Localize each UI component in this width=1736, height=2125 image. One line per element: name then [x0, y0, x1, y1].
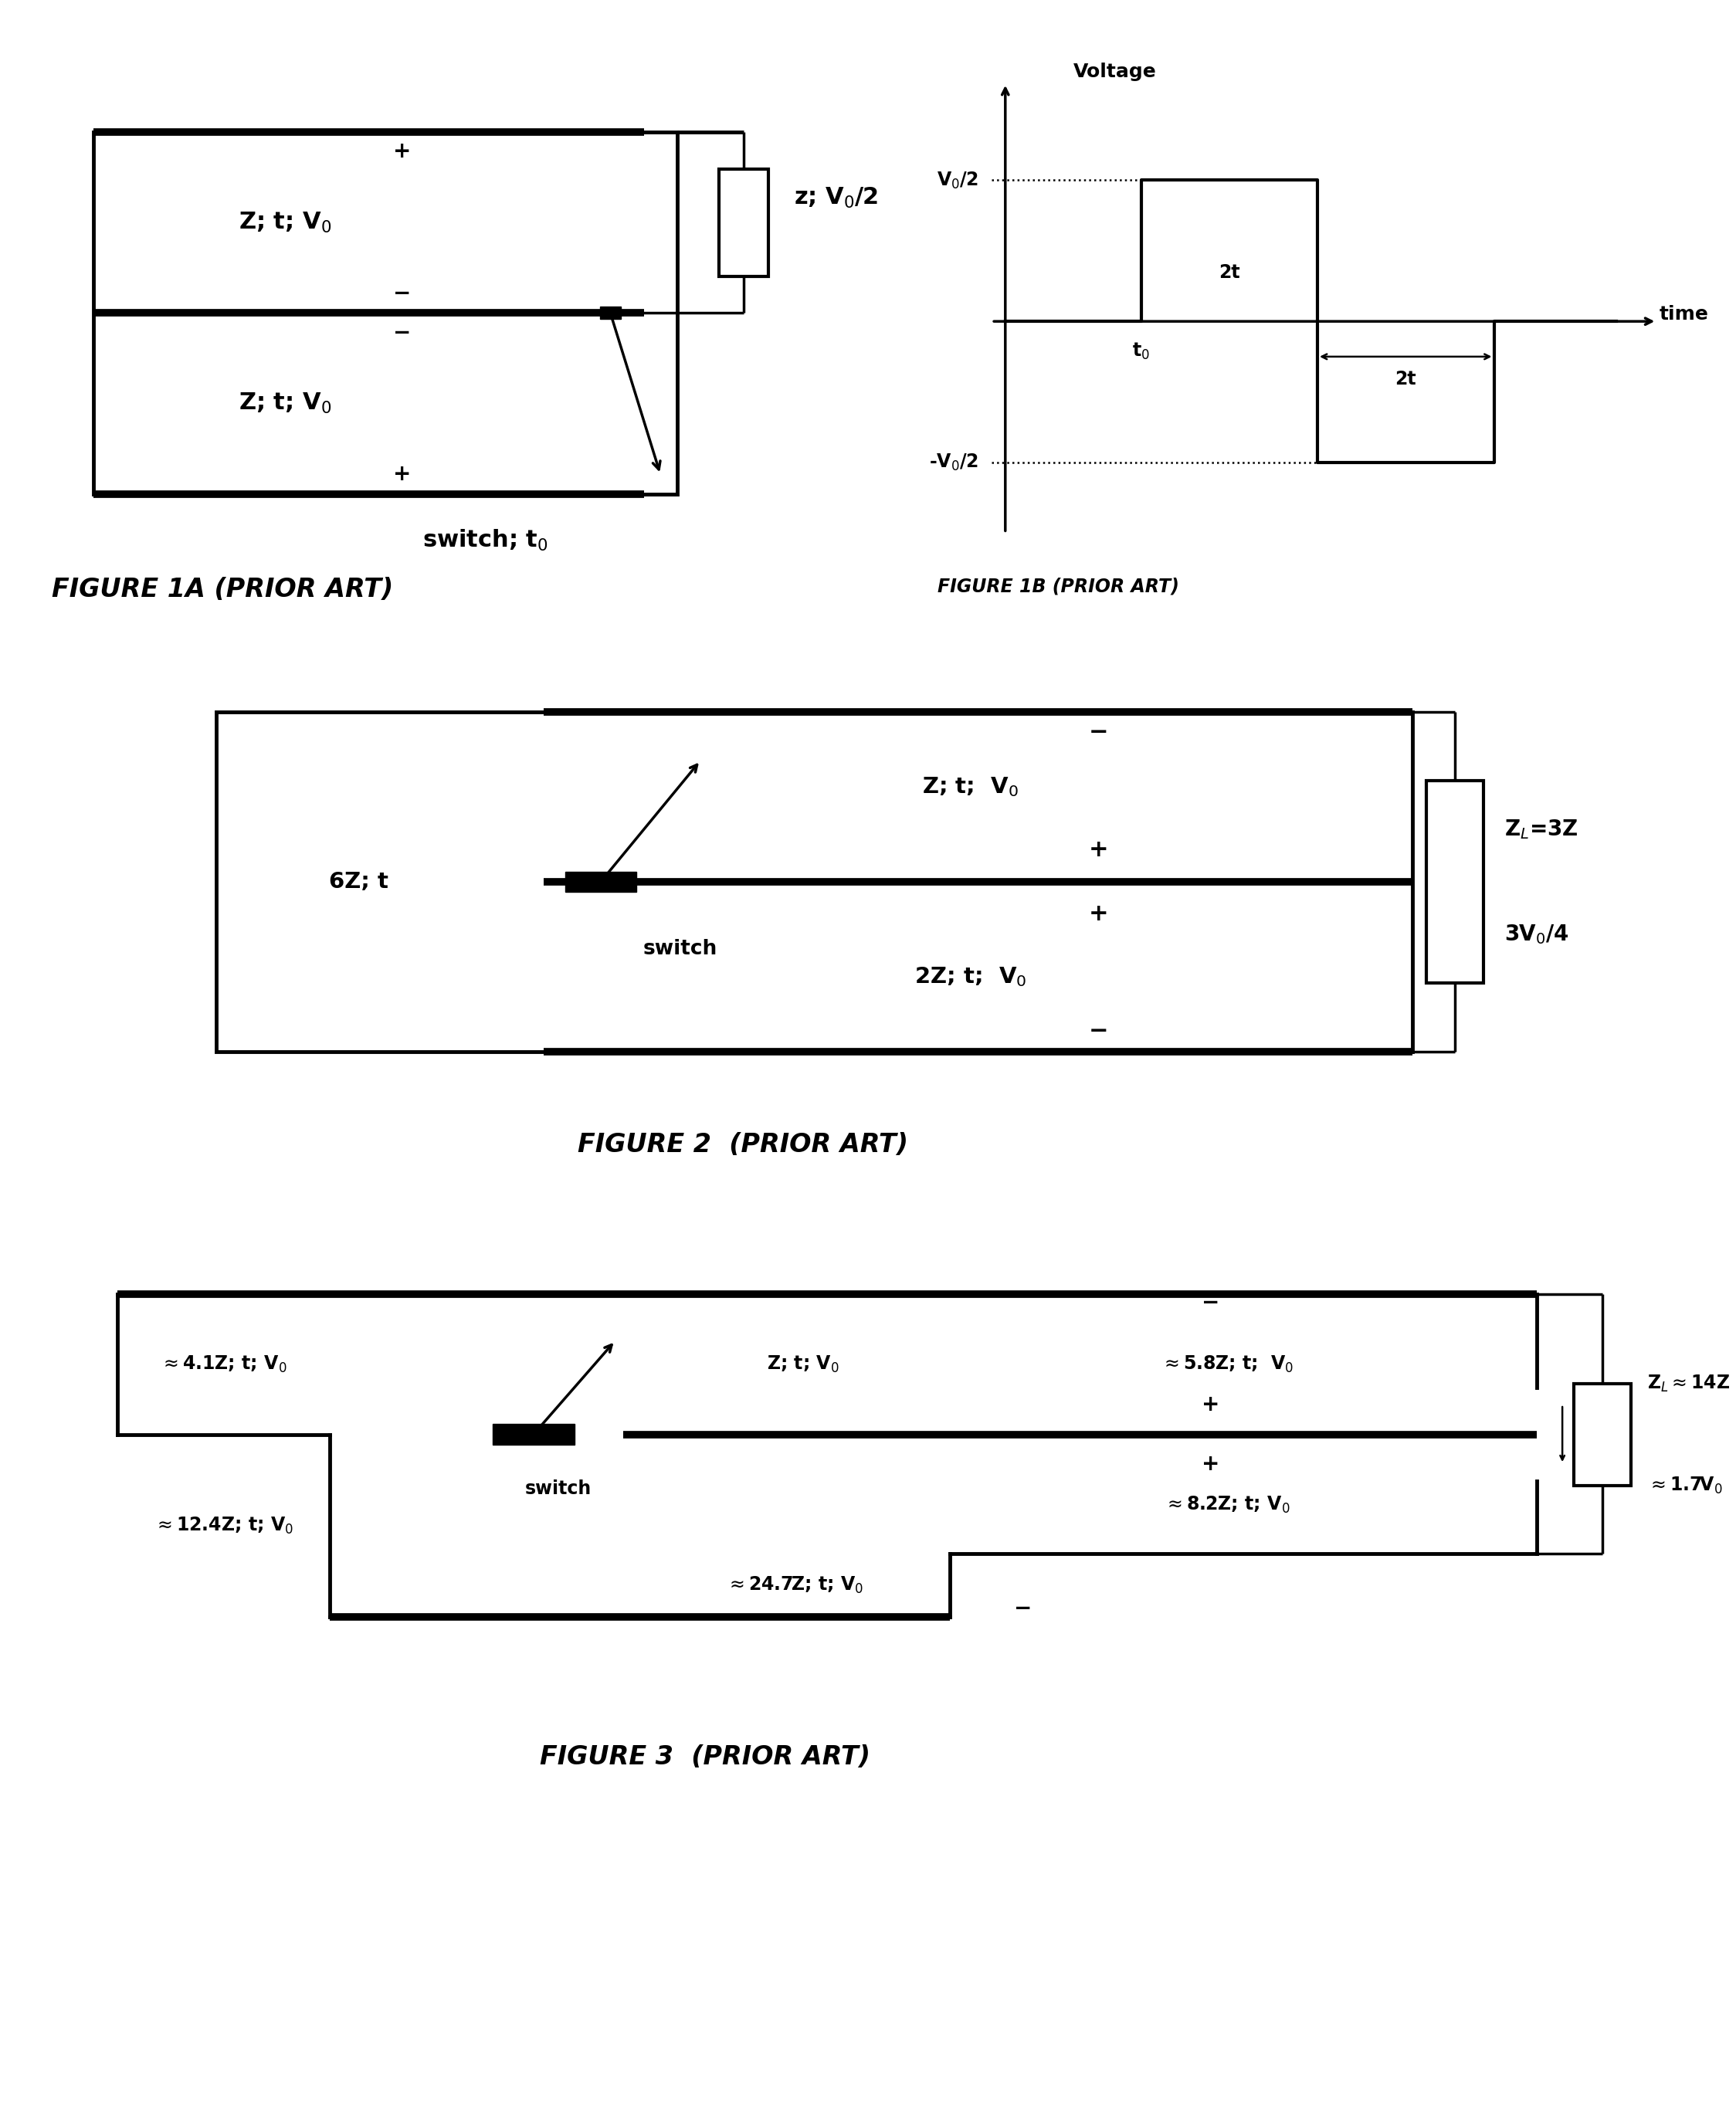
- Bar: [1427, 782, 1483, 982]
- Bar: [217, 712, 1411, 1052]
- Text: FIGURE 1A (PRIOR ART): FIGURE 1A (PRIOR ART): [52, 576, 394, 601]
- Text: Z; t; V$_0$: Z; t; V$_0$: [767, 1354, 838, 1375]
- Text: time: time: [1660, 306, 1708, 323]
- Text: +: +: [392, 463, 411, 484]
- Text: switch: switch: [526, 1479, 592, 1498]
- Text: Z; t;  V$_0$: Z; t; V$_0$: [922, 776, 1019, 799]
- Bar: [601, 306, 621, 319]
- Text: $\approx$1.7V$_0$: $\approx$1.7V$_0$: [1647, 1475, 1722, 1496]
- Bar: [493, 1424, 575, 1445]
- Text: -V$_0$/2: -V$_0$/2: [929, 453, 977, 472]
- Text: z; V$_0$/2: z; V$_0$/2: [793, 187, 878, 210]
- Text: switch; t$_0$: switch; t$_0$: [422, 527, 549, 552]
- Bar: [564, 871, 635, 892]
- Bar: [719, 168, 769, 276]
- Text: Z$_L$=3Z: Z$_L$=3Z: [1505, 818, 1578, 841]
- Bar: [1575, 1383, 1630, 1485]
- Text: $\approx$5.8Z; t;  V$_0$: $\approx$5.8Z; t; V$_0$: [1160, 1354, 1293, 1375]
- Text: Voltage: Voltage: [1073, 64, 1156, 81]
- Text: −: −: [1014, 1598, 1031, 1619]
- Text: $\approx$8.2Z; t; V$_0$: $\approx$8.2Z; t; V$_0$: [1163, 1494, 1290, 1515]
- Text: Z; t; V$_0$: Z; t; V$_0$: [240, 210, 332, 234]
- Text: +: +: [1088, 903, 1109, 924]
- Text: +: +: [1201, 1394, 1220, 1415]
- Text: 6Z; t: 6Z; t: [330, 871, 389, 892]
- Text: Z$_L$$\approx$14Z: Z$_L$$\approx$14Z: [1647, 1373, 1731, 1394]
- Text: Z; t; V$_0$: Z; t; V$_0$: [240, 391, 332, 416]
- Text: +: +: [392, 140, 411, 161]
- Text: 2t: 2t: [1219, 264, 1240, 283]
- Text: −: −: [1088, 1020, 1109, 1043]
- Text: −: −: [1201, 1292, 1220, 1313]
- Text: V$_0$/2: V$_0$/2: [936, 170, 977, 191]
- Text: 2Z; t;  V$_0$: 2Z; t; V$_0$: [915, 965, 1028, 988]
- Text: FIGURE 3  (PRIOR ART): FIGURE 3 (PRIOR ART): [540, 1745, 870, 1770]
- Text: +: +: [1201, 1454, 1220, 1475]
- Text: −: −: [392, 283, 411, 304]
- Text: t$_0$: t$_0$: [1132, 340, 1149, 361]
- Text: $\approx$12.4Z; t; V$_0$: $\approx$12.4Z; t; V$_0$: [153, 1515, 293, 1536]
- Text: $\approx$24.7Z; t; V$_0$: $\approx$24.7Z; t; V$_0$: [726, 1575, 863, 1596]
- Text: 3V$_0$/4: 3V$_0$/4: [1505, 922, 1569, 946]
- Text: 2t: 2t: [1396, 370, 1417, 389]
- Text: +: +: [1088, 839, 1109, 861]
- Text: −: −: [1088, 720, 1109, 744]
- Text: $\approx$4.1Z; t; V$_0$: $\approx$4.1Z; t; V$_0$: [160, 1354, 286, 1375]
- Text: FIGURE 2  (PRIOR ART): FIGURE 2 (PRIOR ART): [578, 1133, 908, 1158]
- Text: −: −: [392, 321, 411, 344]
- Bar: [94, 132, 677, 493]
- Text: FIGURE 1B (PRIOR ART): FIGURE 1B (PRIOR ART): [937, 578, 1179, 595]
- Text: switch: switch: [644, 939, 717, 958]
